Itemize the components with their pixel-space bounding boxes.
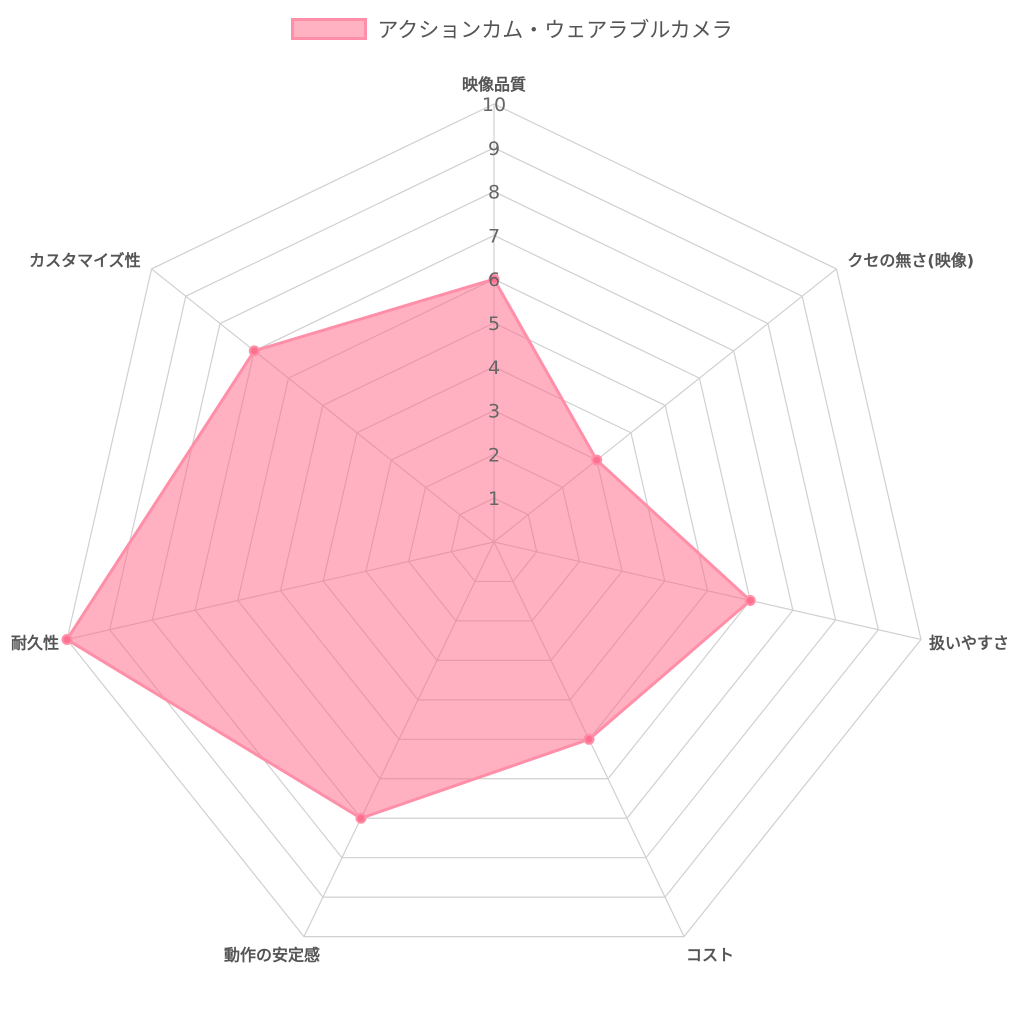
axis-label-1: 映像品質: [462, 75, 526, 94]
axis-label-5: 動作の安定感: [224, 946, 320, 965]
data-point-3: [744, 594, 756, 606]
grid-ring-8: [151, 190, 837, 859]
tick-label-6: 6: [488, 269, 500, 291]
axis-label-4: コスト: [686, 946, 734, 965]
series-area: [65, 277, 752, 820]
tick-label-7: 7: [488, 225, 500, 247]
grid-ring-9: [109, 147, 879, 898]
tick-label-8: 8: [488, 182, 500, 204]
data-point-4: [583, 733, 595, 745]
tick-label-10: 10: [482, 94, 506, 116]
tick-label-5: 5: [488, 313, 500, 335]
axis-label-2: クセの無さ(映像): [847, 251, 974, 270]
series-layer: [61, 273, 756, 824]
axis-label-3: 扱いやすさ: [929, 634, 1009, 653]
axis-label-6: 耐久性: [11, 634, 59, 653]
legend[interactable]: アクションカム・ウェアラブルカメラ: [0, 14, 1024, 44]
data-point-6: [61, 633, 73, 645]
data-point-7: [248, 345, 260, 357]
tick-label-3: 3: [488, 401, 500, 423]
tick-label-4: 4: [488, 357, 500, 379]
axis-label-7: カスタマイズ性: [29, 251, 141, 270]
data-point-1: [488, 273, 500, 285]
grid-ring-10: [66, 103, 922, 938]
legend-label: アクションカム・ウェアラブルカメラ: [377, 18, 733, 42]
legend-swatch: [291, 18, 368, 40]
tick-label-1: 1: [488, 488, 500, 510]
tick-label-9: 9: [488, 138, 500, 160]
data-point-2: [591, 454, 603, 466]
tick-label-2: 2: [488, 444, 500, 466]
tick-labels: 1 2 3 4 5 6 7 8 9 10: [482, 94, 506, 510]
data-point-5: [355, 812, 367, 824]
